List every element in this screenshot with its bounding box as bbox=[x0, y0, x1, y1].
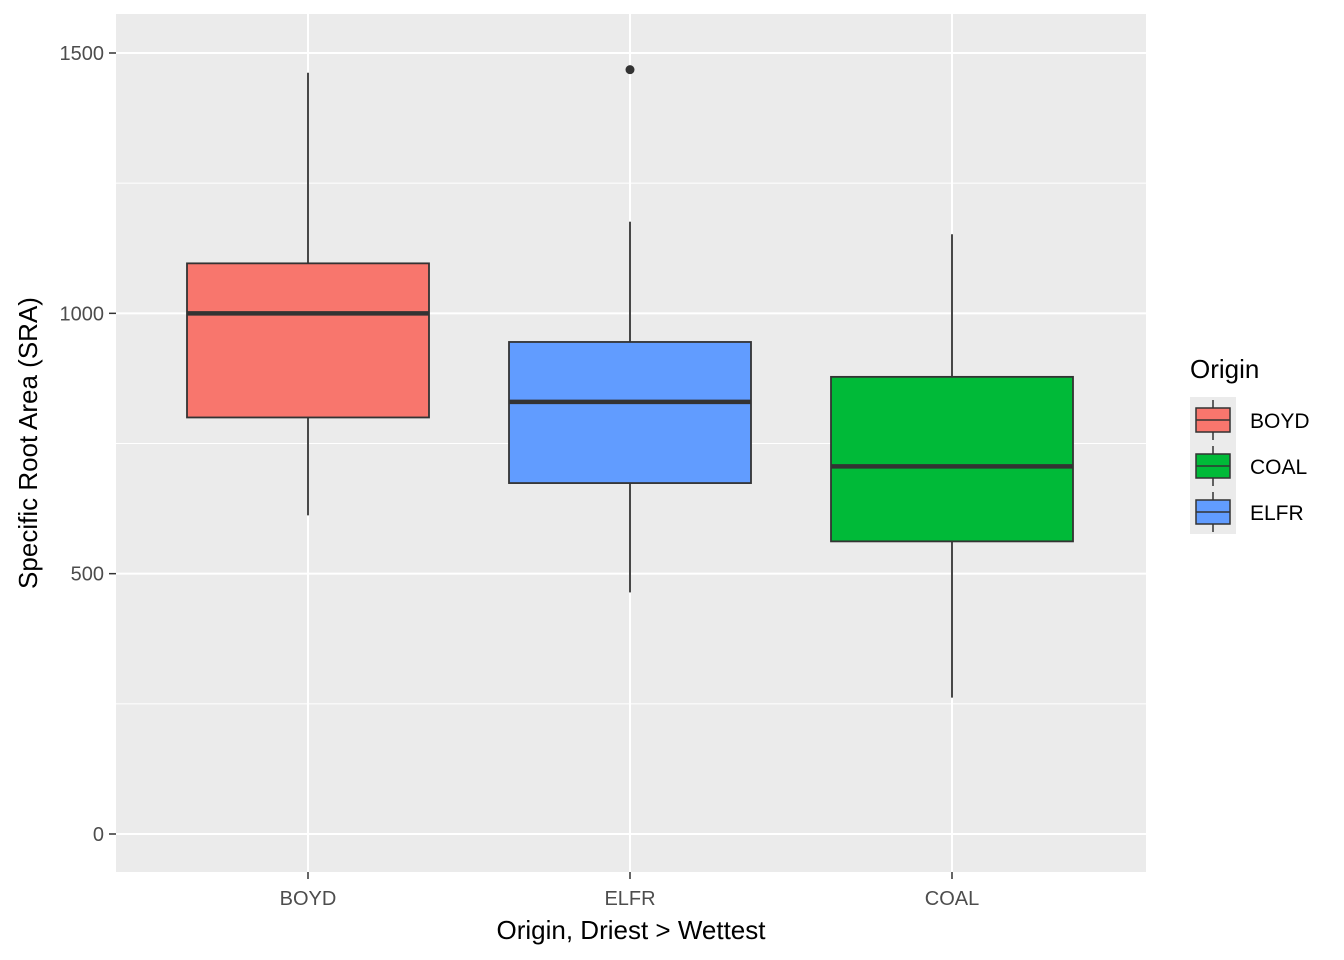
legend-title: Origin bbox=[1190, 354, 1259, 384]
box-elfr bbox=[508, 65, 752, 593]
y-axis-title: Specific Root Area (SRA) bbox=[13, 297, 43, 589]
boxes bbox=[186, 65, 1074, 698]
y-tick-label: 1500 bbox=[60, 43, 105, 65]
x-axis-title: Origin, Driest > Wettest bbox=[497, 915, 767, 945]
x-tick-label: ELFR bbox=[604, 888, 655, 910]
x-tick-label: BOYD bbox=[280, 888, 337, 910]
legend-item: COAL bbox=[1195, 446, 1307, 486]
legend-item: ELFR bbox=[1195, 492, 1304, 532]
legend-label: COAL bbox=[1250, 456, 1307, 479]
iqr-box bbox=[186, 262, 430, 419]
box-coal bbox=[830, 234, 1074, 698]
iqr-box bbox=[508, 341, 752, 484]
iqr-box bbox=[830, 375, 1074, 543]
y-tick-label: 1000 bbox=[60, 303, 105, 325]
x-axis: BOYD ELFR COAL bbox=[280, 872, 979, 910]
y-axis: 0 500 1000 1500 bbox=[60, 43, 116, 846]
legend: Origin BOYD COAL ELFR bbox=[1190, 354, 1310, 534]
legend-label: BOYD bbox=[1250, 410, 1310, 433]
legend-item: BOYD bbox=[1195, 400, 1310, 440]
x-tick-label: COAL bbox=[925, 888, 979, 910]
box-boyd bbox=[186, 72, 430, 516]
legend-label: ELFR bbox=[1250, 502, 1304, 525]
y-tick-label: 0 bbox=[93, 824, 104, 846]
y-tick-label: 500 bbox=[71, 564, 104, 586]
outlier-point bbox=[625, 65, 635, 75]
